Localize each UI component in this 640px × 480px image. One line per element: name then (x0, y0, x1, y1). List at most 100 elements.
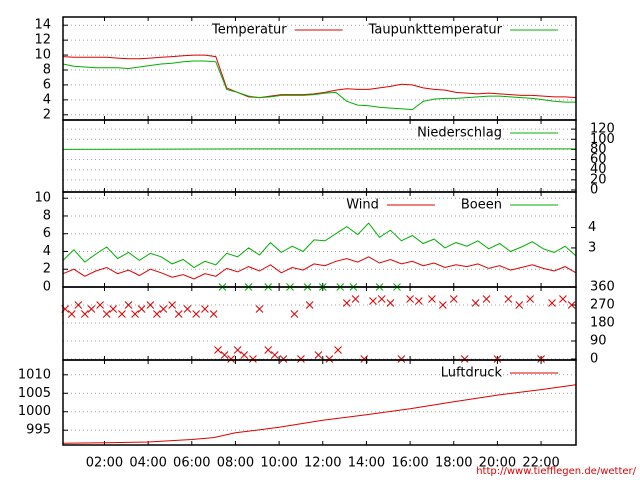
scatter-point (559, 295, 567, 303)
y-tick-label: 8 (43, 208, 51, 223)
scatter-point (428, 295, 436, 303)
series-line (62, 60, 576, 111)
y-tick-label: 8 (43, 62, 51, 77)
scatter-point (397, 355, 406, 363)
scatter-point (109, 305, 118, 313)
scatter-point (386, 299, 395, 307)
y-tick-label: 100 (590, 132, 615, 147)
scatter-point (74, 301, 83, 309)
y-tick-label: 4 (43, 244, 51, 259)
scatter-point (493, 355, 502, 363)
y2-tick-label: 3 (588, 240, 596, 255)
scatter-point (233, 346, 242, 354)
y-tick-label: 1010 (18, 367, 51, 382)
scatter-point (192, 310, 201, 318)
scatter-point (438, 301, 447, 309)
scatter-point (153, 310, 161, 318)
scatter-point (567, 301, 576, 309)
scatter-point (305, 301, 314, 309)
y-tick-label: 10 (34, 191, 51, 206)
y-tick-label: 2 (43, 107, 51, 122)
scatter-point (515, 301, 524, 309)
y-tick-label: 12 (34, 33, 51, 48)
series-line (62, 148, 576, 150)
y-tick-label: 995 (26, 423, 51, 438)
y-tick-label: 1000 (18, 404, 51, 419)
scatter-point (131, 310, 139, 318)
scatter-point (80, 310, 89, 318)
scatter-point (102, 310, 111, 318)
y-tick-label: 20 (590, 172, 607, 187)
y-tick-label: 0 (590, 182, 598, 197)
scatter-point (449, 295, 458, 303)
x-tick-label: 16:00 (391, 456, 428, 471)
x-tick-label: 14:00 (348, 456, 385, 471)
scatter-point (406, 295, 414, 303)
scatter-point (526, 295, 535, 303)
scatter-point (297, 355, 305, 363)
scatter-point (377, 295, 386, 303)
y-tick-label: 6 (43, 77, 51, 92)
scatter-point (414, 297, 423, 305)
scatter-point (351, 295, 360, 303)
footer-link: http://www.tiefflegen.de/wetter/ (476, 466, 636, 477)
series-line (62, 384, 577, 444)
y-tick-label: 270 (590, 298, 615, 313)
scatter-point (471, 299, 480, 307)
scatter-point (548, 299, 556, 307)
series-line (62, 54, 577, 99)
y-tick-label: 90 (590, 334, 607, 349)
y-tick-label: 6 (43, 226, 51, 241)
x-tick-label: 18:00 (435, 456, 472, 471)
x-tick-label: 04:00 (129, 456, 166, 471)
legend-label: Taupunkttemperatur (368, 23, 503, 38)
scatter-point (209, 310, 218, 318)
scatter-point (279, 355, 288, 363)
scatter-point (87, 305, 96, 313)
scatter-point (270, 351, 279, 359)
y-tick-label: 1005 (18, 386, 51, 401)
scatter-point (183, 305, 192, 313)
scatter-point (118, 310, 126, 318)
y-tick-label: 4 (43, 92, 51, 107)
scatter-point (504, 295, 513, 303)
legend-label: Boeen (461, 198, 502, 213)
y-tick-label: 120 (590, 122, 615, 137)
scatter-point (342, 299, 351, 307)
y-tick-label: 2 (43, 262, 51, 277)
legend-label: Temperatur (211, 23, 287, 38)
scatter-point (220, 351, 229, 359)
x-tick-label: 22:00 (522, 456, 559, 471)
panel-frame (62, 359, 577, 446)
x-tick-label: 10:00 (260, 456, 297, 471)
scatter-point (137, 305, 146, 313)
scatter-point (227, 355, 235, 363)
legend-label: Wind (346, 198, 379, 213)
legend-label: Niederschlag (417, 126, 502, 141)
y-tick-label: 40 (590, 162, 607, 177)
scatter-point (174, 310, 183, 318)
scatter-point (537, 355, 545, 363)
x-tick-label: 06:00 (173, 456, 210, 471)
scatter-point (334, 346, 342, 354)
scatter-point (369, 297, 377, 305)
scatter-point (168, 301, 177, 309)
scatter-point (201, 305, 209, 313)
legend-label: Luftdruck (441, 366, 503, 381)
series-line (62, 222, 577, 269)
scatter-point (159, 305, 168, 313)
scatter-point (249, 355, 257, 363)
x-tick-label: 12:00 (304, 456, 341, 471)
y-tick-label: 14 (34, 18, 51, 33)
scatter-point (240, 351, 249, 359)
scatter-point (314, 351, 323, 359)
scatter-point (214, 346, 222, 354)
y-tick-label: 80 (590, 142, 607, 157)
x-tick-label: 02:00 (86, 456, 123, 471)
scatter-point (146, 301, 155, 309)
scatter-point (482, 295, 491, 303)
y-tick-label: 180 (590, 316, 615, 331)
scatter-point (124, 301, 133, 309)
